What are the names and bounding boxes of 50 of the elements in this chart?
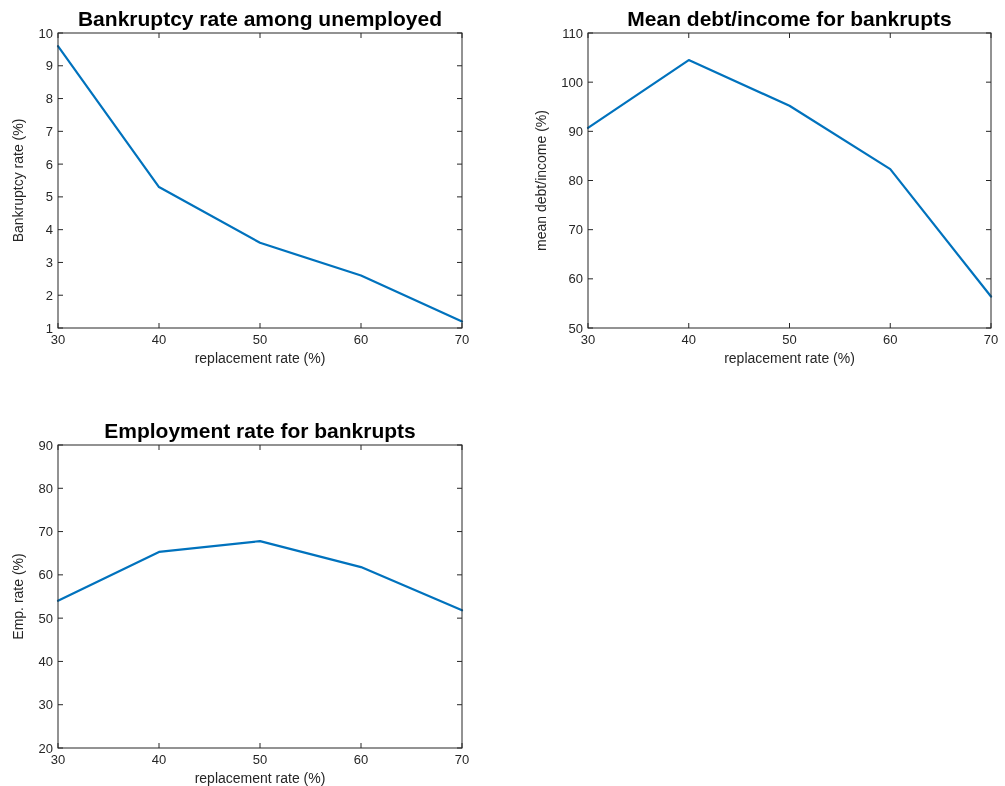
y-tick-label: 70 (568, 222, 583, 238)
line-series (586, 58, 993, 298)
x-tick-label: 70 (454, 332, 470, 347)
y-axis-title: mean debt/income (%) (533, 110, 549, 251)
y-tick-label: 70 (38, 524, 53, 540)
y-tick-label: 6 (45, 156, 53, 172)
y-tick-label: 3 (45, 254, 53, 270)
y-tick-label: 50 (38, 610, 53, 626)
y-tick-label: 7 (45, 123, 53, 139)
x-tick-label: 40 (151, 332, 167, 347)
y-tick-label: 4 (45, 222, 53, 238)
y-tick-label: 20 (38, 740, 53, 756)
x-tick-label: 50 (252, 332, 268, 347)
x-axis-title: replacement rate (%) (194, 770, 326, 786)
y-tick-label: 2 (45, 287, 53, 303)
y-tick-label: 100 (561, 74, 583, 90)
y-tick-label: 30 (38, 697, 53, 713)
y-tick-label: 80 (568, 173, 583, 188)
y-tick-label: 80 (38, 480, 53, 496)
y-tick-label: 1 (45, 320, 53, 336)
x-tick-label: 40 (681, 332, 696, 347)
y-axis-title: Emp. rate (%) (10, 553, 26, 640)
line-series (56, 539, 464, 612)
x-tick-label: 70 (454, 752, 470, 767)
x-tick-label: 40 (151, 752, 167, 767)
x-tick-label: 50 (782, 332, 797, 347)
line-series (56, 45, 464, 323)
y-tick-label: 90 (568, 123, 583, 139)
y-axis-title: Bankruptcy rate (%) (10, 118, 26, 243)
chart-title: Mean debt/income for bankrupts (627, 7, 952, 30)
y-tick-label: 110 (562, 25, 583, 41)
x-tick-label: 70 (983, 332, 999, 347)
x-tick-label: 60 (353, 332, 369, 347)
x-tick-label: 50 (252, 752, 268, 767)
x-tick-label: 60 (353, 752, 369, 767)
y-tick-label: 90 (38, 437, 53, 453)
x-axis-title: replacement rate (%) (724, 350, 855, 366)
chart-title: Bankruptcy rate among unemployed (77, 7, 443, 30)
y-tick-label: 5 (45, 189, 53, 205)
chart-title: Employment rate for bankrupts (104, 419, 416, 442)
y-tick-label: 50 (568, 320, 583, 336)
y-tick-label: 60 (38, 567, 53, 583)
y-tick-label: 9 (45, 58, 53, 74)
x-axis-title: replacement rate (%) (194, 350, 326, 366)
y-tick-label: 60 (568, 271, 583, 287)
x-tick-label: 60 (883, 332, 898, 347)
y-tick-label: 10 (38, 25, 53, 41)
x-tick-label: 30 (580, 332, 596, 347)
y-tick-label: 40 (38, 653, 53, 669)
y-tick-label: 8 (45, 91, 53, 107)
